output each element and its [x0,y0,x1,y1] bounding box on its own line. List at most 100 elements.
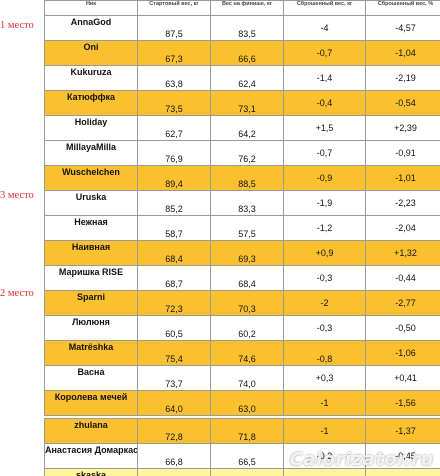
site-watermark: Calorizator.ru [289,449,434,470]
place-label-third: 3 место [0,190,34,201]
start-weight-cell: 66,8 [137,443,211,469]
nick-cell: AnnaGod [44,15,138,41]
start-weight-cell: 67,3 [137,40,211,66]
place-label-first: 1 место [0,20,34,31]
start-weight-cell: 63,8 [137,65,211,91]
table-row: Sparni 72,3 70,3 -2 -2,77 [44,290,440,316]
lost-kg-cell: -0,3 [283,315,366,341]
lost-pct-cell: -2,04 [365,215,440,241]
finish-weight-cell: 60,2 [210,315,284,341]
finish-weight-cell: 57,5 [210,215,284,241]
lost-pct-cell: -0,50 [365,315,440,341]
table-row: zhulana 72,8 71,8 -1 -1,37 [44,418,440,444]
start-weight-cell: 62,7 [137,115,211,141]
table-row: Маришка RISE 68,7 68,4 -0,3 -0,44 [44,265,440,291]
start-weight-cell: 72,8 [137,418,211,444]
table-row: Люлюня 60,5 60,2 -0,3 -0,50 [44,315,440,341]
lost-pct-cell: -1,85 [365,468,440,476]
lost-pct-cell: +2,39 [365,115,440,141]
lost-kg-cell: +0,9 [283,240,366,266]
table-row: skaska86,484,8-1,6-1,85 [44,468,440,476]
start-weight-cell: 87,5 [137,15,211,41]
finish-weight-cell: 64,2 [210,115,284,141]
lost-kg-cell: -2 [283,290,366,316]
lost-kg-cell: -0,7 [283,140,366,166]
lost-pct-cell: -4,57 [365,15,440,41]
lost-kg-cell: +1,5 [283,115,366,141]
header-nick: Ник [44,0,138,16]
table-row: Kukuruza 63,8 62,4 -1,4 -2,19 [44,65,440,91]
place-label-second: 2 место [0,288,34,299]
nick-cell: Люлюня [44,315,138,341]
nick-cell: skaska [44,468,138,476]
table-row: Королева мечей 64,0 63,0 -1 -1,56 [44,390,440,416]
table-row: Катюффка 73,5 73,1 -0,4 -0,54 [44,90,440,116]
table-row: Oni 67,3 66,6 -0,7 -1,04 [44,40,440,66]
finish-weight-cell: 83,5 [210,15,284,41]
finish-weight-cell: 73,1 [210,90,284,116]
start-weight-cell: 68,4 [137,240,211,266]
start-weight-cell: 68,7 [137,265,211,291]
lost-kg-cell: -4 [283,15,366,41]
finish-weight-cell: 83,3 [210,190,284,216]
start-weight-cell: 73,7 [137,365,211,391]
lost-kg-cell: -1,2 [283,215,366,241]
finish-weight-cell: 70,3 [210,290,284,316]
finish-weight-cell: 69,3 [210,240,284,266]
lost-kg-cell: -1,9 [283,190,366,216]
nick-cell: Катюффка [44,90,138,116]
lost-pct-cell: -0,44 [365,265,440,291]
lost-pct-cell: +0,41 [365,365,440,391]
lost-pct-cell: +1,32 [365,240,440,266]
lost-kg-cell: -0,3 [283,265,366,291]
nick-cell: Анастасия Домаркас [44,443,138,469]
table-row: MillayaMilla 76,9 76,2 -0,7 -0,91 [44,140,440,166]
nick-cell: Наивная [44,240,138,266]
finish-weight-cell: 66,6 [210,40,284,66]
results-body: AnnaGod 87,5 83,5 -4 -4,57 Oni 67,3 66,6 -0,7 -1,… [44,15,440,476]
lost-kg-cell: -0,4 [283,90,366,116]
start-weight-cell: 85,2 [137,190,211,216]
nick-cell: zhulana [44,418,138,444]
lost-kg-cell: -1,4 [283,65,366,91]
lost-kg-cell: -0,9 [283,165,366,191]
table-row: Holiday 62,7 64,2 +1,5 +2,39 [44,115,440,141]
lost-pct-cell: -1,04 [365,40,440,66]
nick-cell: Kukuruza [44,65,138,91]
nick-cell: Королева мечей [44,390,138,416]
header-lost-kg: Сброшенный вес, кг [283,0,366,16]
finish-weight-cell: 84,8 [210,468,284,476]
results-table: Ник Стартовый вес, кг Вес на финише, кг … [44,0,440,476]
lost-pct-cell: -2,77 [365,290,440,316]
nick-cell: Нежная [44,215,138,241]
lost-kg-cell: -0,7 [283,40,366,66]
lost-pct-cell: -1,01 [365,165,440,191]
lost-pct-cell: -0,91 [365,140,440,166]
nick-cell: Uruska [44,190,138,216]
table-row: Нежная 58,7 57,5 -1,2 -2,04 [44,215,440,241]
lost-pct-cell: -1,06 [365,340,440,366]
nick-cell: Holiday [44,115,138,141]
table-row: AnnaGod 87,5 83,5 -4 -4,57 [44,15,440,41]
table-row: Wuschelchen 89,4 88,5 -0,9 -1,01 [44,165,440,191]
finish-weight-cell: 76,2 [210,140,284,166]
table-row: Uruska 85,2 83,3 -1,9 -2,23 [44,190,440,216]
finish-weight-cell: 62,4 [210,65,284,91]
nick-cell: Sparni [44,290,138,316]
table-row: Васна 73,7 74,0 +0,3 +0,41 [44,365,440,391]
table-row: Matrёshka 75,4 74,6 -0,8 -1,06 [44,340,440,366]
lost-pct-cell: -0,54 [365,90,440,116]
start-weight-cell: 72,3 [137,290,211,316]
lost-pct-cell: -1,37 [365,418,440,444]
start-weight-cell: 75,4 [137,340,211,366]
lost-pct-cell: -1,56 [365,390,440,416]
lost-kg-cell: -1 [283,418,366,444]
start-weight-cell: 60,5 [137,315,211,341]
finish-weight-cell: 74,0 [210,365,284,391]
header-lost-pct: Сброшенный вес, % [365,0,440,16]
nick-cell: Matrёshka [44,340,138,366]
start-weight-cell: 58,7 [137,215,211,241]
header-row: Ник Стартовый вес, кг Вес на финише, кг … [44,0,440,16]
lost-pct-cell: -2,23 [365,190,440,216]
lost-kg-cell: -0,8 [283,340,366,366]
